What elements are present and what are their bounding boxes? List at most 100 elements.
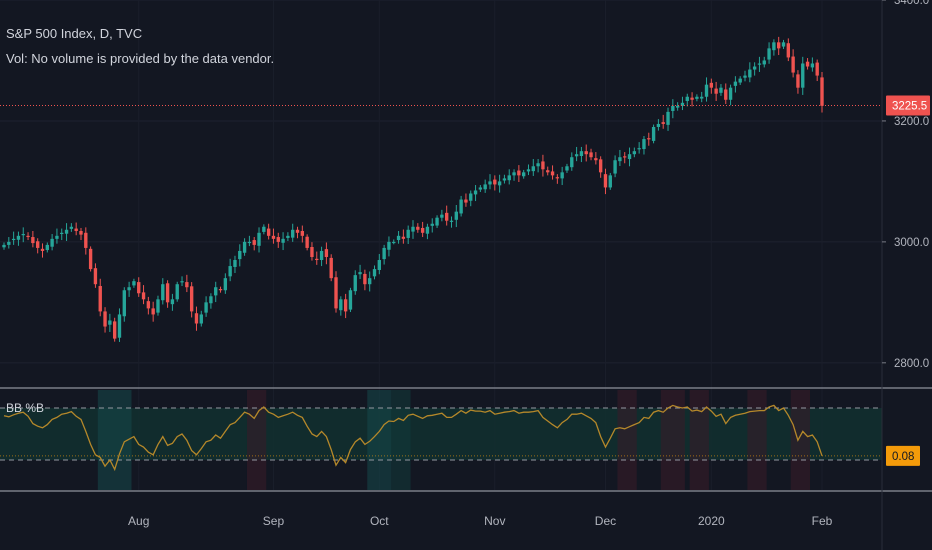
bb-percent-b-label: BB %B bbox=[6, 401, 45, 415]
candle-body bbox=[598, 159, 603, 173]
candle-body bbox=[810, 63, 815, 68]
candle-body bbox=[560, 172, 564, 179]
candle-body bbox=[420, 227, 425, 233]
candle-body bbox=[175, 284, 179, 300]
time-axis-label: Feb bbox=[812, 514, 833, 528]
price-axis-label: 2800.0 bbox=[894, 358, 929, 370]
candle-body bbox=[666, 111, 670, 125]
candle-body bbox=[541, 161, 545, 170]
candle-body bbox=[185, 282, 189, 288]
candle-body bbox=[368, 278, 372, 285]
candle-body bbox=[786, 43, 791, 58]
candle-body bbox=[117, 314, 122, 338]
candle-body bbox=[517, 170, 521, 176]
candle-body bbox=[40, 248, 45, 251]
candle-body bbox=[584, 151, 588, 155]
candle-body bbox=[497, 181, 502, 186]
candle-body bbox=[16, 235, 21, 240]
candle-body bbox=[262, 226, 266, 232]
candle-body bbox=[252, 240, 256, 245]
candle-body bbox=[555, 177, 560, 179]
candle-body bbox=[791, 56, 795, 73]
candle-body bbox=[603, 174, 608, 188]
candle-body bbox=[680, 102, 685, 106]
candle-body bbox=[276, 237, 280, 242]
candle-body bbox=[719, 87, 723, 93]
candle-body bbox=[103, 311, 107, 327]
candle-body bbox=[661, 122, 665, 124]
candle-body bbox=[671, 105, 675, 111]
candle-body bbox=[430, 223, 434, 226]
candle-body bbox=[315, 258, 319, 261]
candle-body bbox=[382, 247, 386, 260]
bb-highlight-zone bbox=[391, 390, 411, 490]
candle-body bbox=[79, 230, 83, 235]
candle-body bbox=[281, 238, 285, 243]
candle-body bbox=[690, 97, 694, 100]
candle-body bbox=[122, 290, 126, 317]
candle-body bbox=[406, 229, 410, 238]
time-axis-label: 2020 bbox=[698, 514, 725, 528]
candle-body bbox=[324, 249, 329, 257]
time-axis-label: Nov bbox=[484, 514, 505, 528]
candle-body bbox=[295, 229, 300, 233]
candle-body bbox=[714, 88, 718, 94]
candle-body bbox=[483, 184, 487, 190]
candle-body bbox=[757, 63, 762, 65]
candle-body bbox=[339, 299, 343, 311]
candle-body bbox=[536, 163, 540, 167]
price-axis-label: 3000.0 bbox=[894, 237, 929, 249]
candle-body bbox=[738, 78, 742, 83]
candle-body bbox=[695, 96, 699, 99]
candle-body bbox=[752, 66, 757, 70]
candle-body bbox=[319, 250, 324, 261]
candle-body bbox=[565, 166, 569, 171]
candle-body bbox=[521, 172, 526, 177]
candle-body bbox=[2, 244, 6, 248]
time-axis-label: Aug bbox=[128, 514, 149, 528]
candle-body bbox=[60, 232, 64, 235]
candle-body bbox=[512, 172, 516, 176]
candle-body bbox=[64, 229, 69, 234]
candle-body bbox=[772, 42, 776, 51]
candle-body bbox=[247, 241, 252, 244]
candle-body bbox=[656, 123, 661, 127]
candle-body bbox=[709, 82, 714, 88]
candle-body bbox=[574, 154, 579, 157]
candle-body bbox=[74, 228, 78, 231]
candle-body bbox=[271, 235, 276, 239]
candle-body bbox=[608, 175, 612, 188]
candle-body bbox=[685, 96, 689, 101]
candle-body bbox=[189, 286, 194, 312]
candle-body bbox=[733, 81, 738, 86]
candle-body bbox=[762, 60, 766, 65]
bb-highlight-zone bbox=[617, 390, 637, 490]
candle-body bbox=[69, 226, 74, 229]
candle-body bbox=[642, 139, 646, 150]
candle-body bbox=[161, 284, 165, 301]
candle-body bbox=[401, 236, 406, 239]
candle-body bbox=[98, 286, 102, 312]
candle-body bbox=[387, 241, 391, 250]
candle-body bbox=[209, 296, 213, 304]
candle-body bbox=[310, 247, 314, 257]
time-axis-label: Dec bbox=[595, 514, 616, 528]
candle-body bbox=[449, 220, 454, 222]
candle-body bbox=[618, 157, 622, 162]
bb-percent-b-line bbox=[3, 404, 823, 472]
candle-body bbox=[194, 313, 199, 324]
candle-body bbox=[767, 48, 771, 60]
time-axis-label: Oct bbox=[370, 514, 389, 528]
candle-body bbox=[777, 42, 781, 49]
candle-body bbox=[579, 151, 584, 157]
candle-body bbox=[396, 235, 401, 241]
candle-body bbox=[493, 179, 497, 185]
candle-body bbox=[724, 89, 728, 100]
price-axis-label: 3400.0 bbox=[894, 0, 929, 7]
candle-body bbox=[454, 211, 458, 220]
candle-body bbox=[815, 62, 819, 76]
candle-body bbox=[478, 187, 483, 190]
bb-highlight-zone bbox=[747, 390, 767, 490]
candle-body bbox=[55, 235, 59, 239]
